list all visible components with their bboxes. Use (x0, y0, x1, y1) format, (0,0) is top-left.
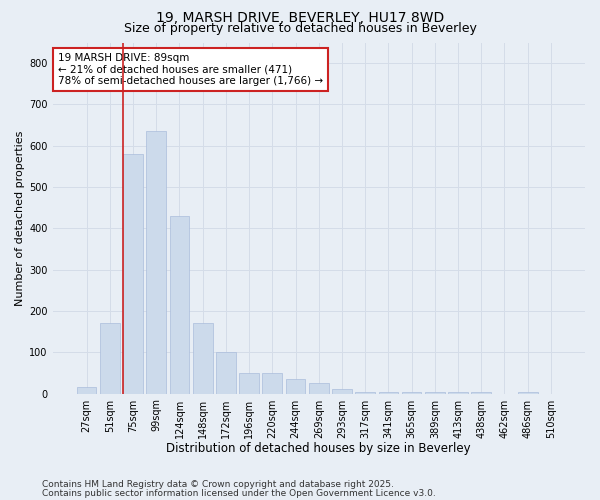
Text: 19, MARSH DRIVE, BEVERLEY, HU17 8WD: 19, MARSH DRIVE, BEVERLEY, HU17 8WD (156, 11, 444, 25)
Bar (448, 392, 468, 394)
Bar (239, 373, 259, 394)
Bar (123, 154, 143, 394)
Bar (332, 390, 352, 394)
Text: 19 MARSH DRIVE: 89sqm
← 21% of detached houses are smaller (471)
78% of semi-det: 19 MARSH DRIVE: 89sqm ← 21% of detached … (58, 53, 323, 86)
Y-axis label: Number of detached properties: Number of detached properties (15, 130, 25, 306)
Bar (402, 392, 421, 394)
Bar (193, 324, 212, 394)
Bar (355, 392, 375, 394)
Bar (170, 216, 190, 394)
Bar (77, 388, 97, 394)
Bar (146, 132, 166, 394)
Bar (216, 352, 236, 394)
Bar (100, 324, 119, 394)
Bar (472, 392, 491, 394)
Bar (286, 379, 305, 394)
Bar (262, 373, 282, 394)
X-axis label: Distribution of detached houses by size in Beverley: Distribution of detached houses by size … (166, 442, 471, 455)
Text: Contains public sector information licensed under the Open Government Licence v3: Contains public sector information licen… (42, 488, 436, 498)
Bar (518, 392, 538, 394)
Bar (379, 392, 398, 394)
Bar (425, 392, 445, 394)
Text: Contains HM Land Registry data © Crown copyright and database right 2025.: Contains HM Land Registry data © Crown c… (42, 480, 394, 489)
Bar (309, 384, 329, 394)
Text: Size of property relative to detached houses in Beverley: Size of property relative to detached ho… (124, 22, 476, 35)
